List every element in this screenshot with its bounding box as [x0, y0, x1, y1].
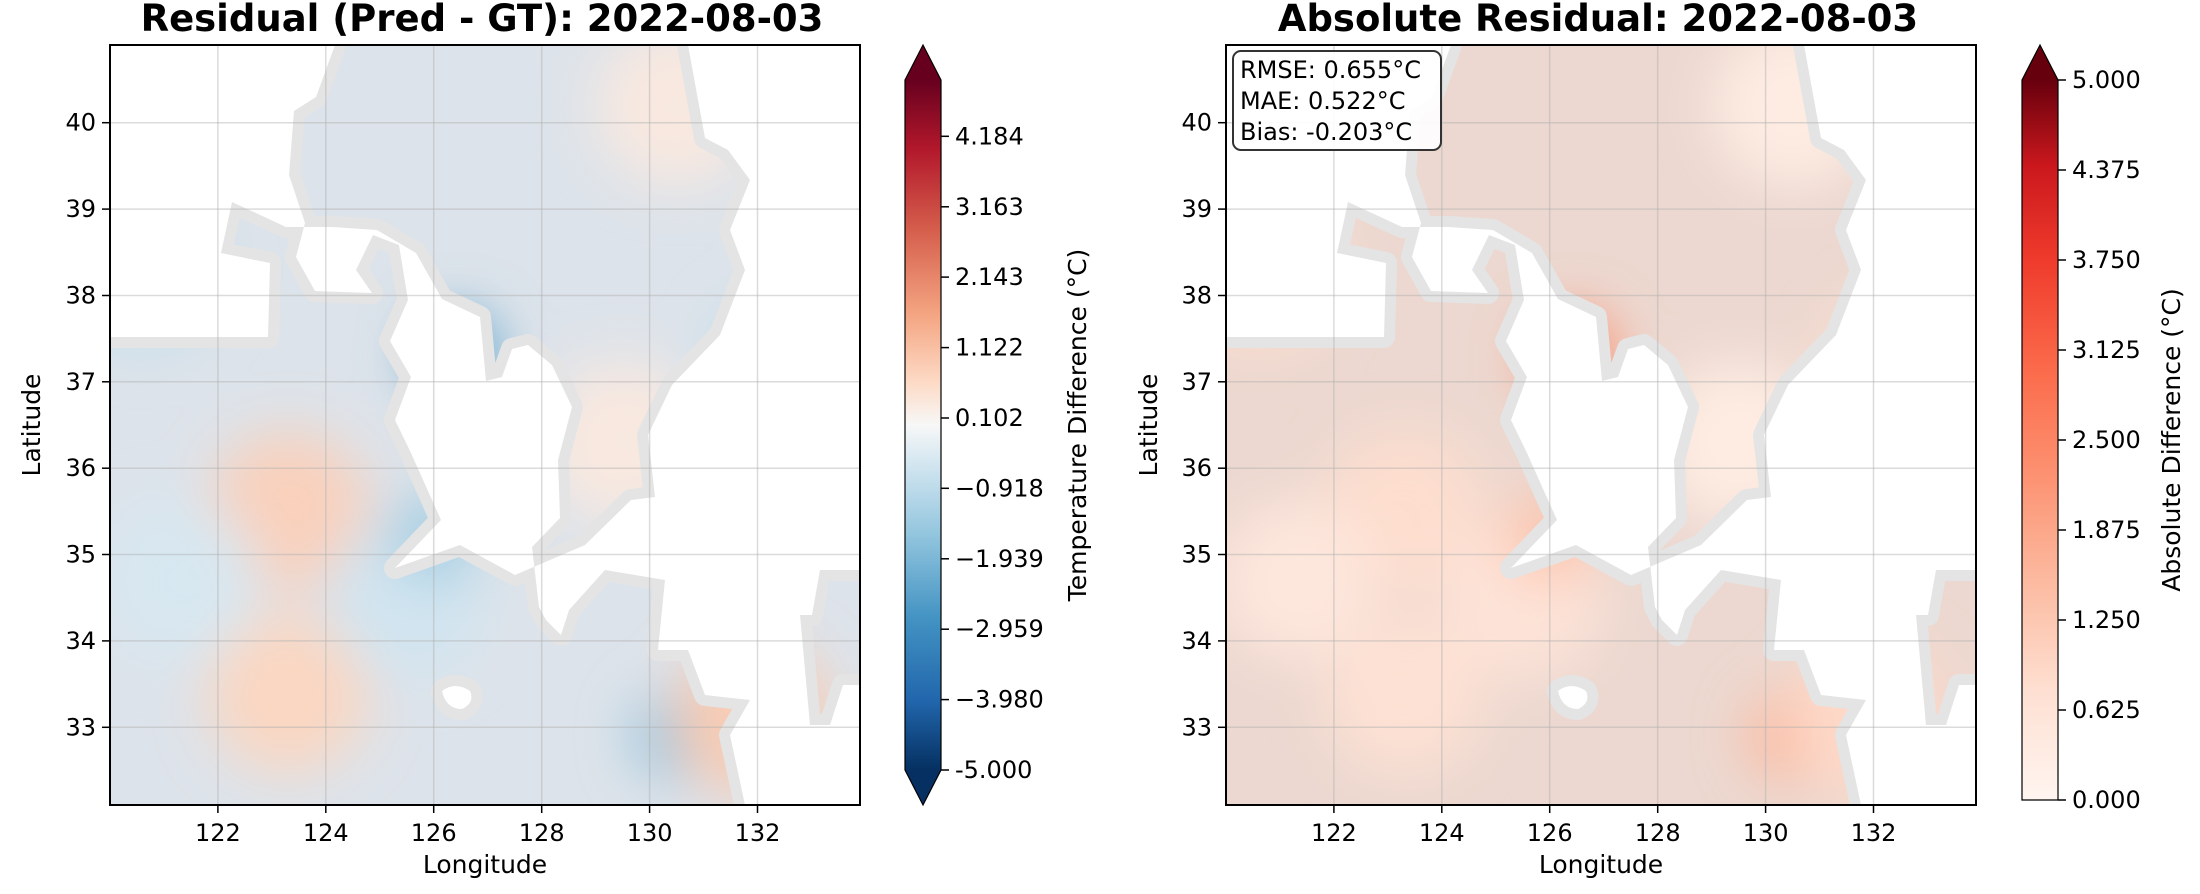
colorbar-tick-label: 1.250 — [2072, 606, 2141, 634]
panel1-colorbar-extend-min — [905, 770, 941, 805]
y-tick-label: 37 — [1181, 368, 1212, 396]
colorbar-tick-label: 5.000 — [2072, 66, 2141, 94]
x-tick-label: 130 — [627, 819, 673, 847]
colorbar-tick-label: 1.875 — [2072, 516, 2141, 544]
colorbar-tick-label: 2.500 — [2072, 426, 2141, 454]
y-tick-label: 39 — [65, 195, 96, 223]
y-tick-label: 40 — [1181, 109, 1212, 137]
colorbar-tick-label: 4.375 — [2072, 156, 2141, 184]
panel2-frame — [1225, 44, 1977, 806]
y-tick-label: 33 — [1181, 713, 1212, 741]
y-tick-label: 35 — [1181, 541, 1212, 569]
y-tick-label: 39 — [1181, 195, 1212, 223]
field-cell — [110, 500, 261, 661]
y-tick-label: 38 — [65, 282, 96, 310]
x-tick-label: 122 — [1311, 819, 1357, 847]
panel2-plot: 122 124 126 128 130 132 33 34 35 36 37 38 39 40 RMSE… — [1181, 44, 1977, 847]
panel2-colorbar-gradient — [2022, 80, 2058, 800]
panel2-colorbar-ticks: 0.000 0.625 1.250 1.875 2.500 3.125 3.750 4.375… — [2058, 66, 2141, 814]
panel1-y-axis: 33 34 35 36 37 38 39 40 — [65, 109, 110, 741]
panel2-ylabel: Latitude — [1134, 374, 1163, 477]
y-tick-label: 38 — [1181, 282, 1212, 310]
y-tick-label: 36 — [1181, 454, 1212, 482]
colorbar-tick-label: 0.102 — [955, 404, 1024, 432]
x-tick-label: 124 — [1419, 819, 1465, 847]
colorbar-tick-label: 3.750 — [2072, 246, 2141, 274]
y-tick-label: 34 — [1181, 627, 1212, 655]
panel1-colorbar-ticks: -5.000 −3.980 −2.959 −1.939 −0.918 0.102 1.122… — [941, 122, 1044, 784]
colorbar-tick-label: 0.000 — [2072, 786, 2141, 814]
y-tick-label: 37 — [65, 368, 96, 396]
x-tick-label: 126 — [411, 819, 457, 847]
panel2-y-axis: 33 34 35 36 37 38 39 40 — [1181, 109, 1226, 741]
stats-box: RMSE: 0.655°C MAE: 0.522°C Bias: -0.203°… — [1232, 50, 1442, 151]
x-tick-label: 130 — [1743, 819, 1789, 847]
panel1-grid — [110, 45, 860, 805]
colorbar-tick-label: −1.939 — [955, 545, 1044, 573]
panel1-colorbar: -5.000 −3.980 −2.959 −1.939 −0.918 0.102 1.122… — [904, 43, 1044, 807]
y-tick-label: 33 — [65, 713, 96, 741]
panel2-title: Absolute Residual: 2022-08-03 — [1278, 0, 1918, 40]
field-cell — [1324, 612, 1485, 773]
panel1-plot: 122 124 126 128 130 132 33 34 35 36 37 38 39 40 — [65, 44, 861, 847]
stat-bias: Bias: -0.203°C — [1240, 118, 1412, 146]
panel2-colorbar: 0.000 0.625 1.250 1.875 2.500 3.125 3.750 4.375… — [2021, 43, 2141, 814]
y-tick-label: 40 — [65, 109, 96, 137]
stat-mae: MAE: 0.522°C — [1240, 87, 1405, 115]
x-tick-label: 126 — [1527, 819, 1573, 847]
colorbar-tick-label: −2.959 — [955, 615, 1044, 643]
panel2-colorbar-extend-max — [2022, 45, 2058, 80]
field-cell — [208, 612, 369, 773]
x-tick-label: 122 — [195, 819, 241, 847]
colorbar-tick-label: 3.163 — [955, 193, 1024, 221]
panel1-colorbar-gradient — [905, 80, 941, 770]
panel1-colorbar-extend-max — [905, 45, 941, 80]
colorbar-tick-label: -5.000 — [955, 756, 1032, 784]
x-tick-label: 132 — [735, 819, 781, 847]
panel2-x-axis: 122 124 126 128 130 132 — [1311, 805, 1896, 847]
stat-rmse: RMSE: 0.655°C — [1240, 56, 1421, 84]
panel1-x-axis: 122 124 126 128 130 132 — [195, 805, 780, 847]
panel1-title: Residual (Pred - GT): 2022-08-03 — [141, 0, 824, 40]
x-tick-label: 128 — [519, 819, 565, 847]
colorbar-tick-label: 4.184 — [955, 122, 1024, 150]
colorbar-tick-label: −3.980 — [955, 686, 1044, 714]
colorbar-tick-label: 2.143 — [955, 263, 1024, 291]
field-cell — [1226, 500, 1377, 661]
panel2-xlabel: Longitude — [1539, 850, 1663, 879]
panel1-ylabel: Latitude — [17, 374, 46, 477]
y-tick-label: 34 — [65, 627, 96, 655]
x-tick-label: 132 — [1851, 819, 1897, 847]
colorbar-tick-label: 1.122 — [955, 334, 1024, 362]
x-tick-label: 128 — [1635, 819, 1681, 847]
colorbar-tick-label: 3.125 — [2072, 336, 2141, 364]
panel1-colorbar-label: Temperature Difference (°C) — [1063, 249, 1092, 603]
y-tick-label: 35 — [65, 541, 96, 569]
x-tick-label: 124 — [303, 819, 349, 847]
colorbar-tick-label: 0.625 — [2072, 696, 2141, 724]
panel1-xlabel: Longitude — [423, 850, 547, 879]
colorbar-tick-label: −0.918 — [955, 474, 1044, 502]
panel2-colorbar-label: Absolute Difference (°C) — [2157, 288, 2186, 592]
panel1-frame — [109, 44, 861, 806]
y-tick-label: 36 — [65, 454, 96, 482]
